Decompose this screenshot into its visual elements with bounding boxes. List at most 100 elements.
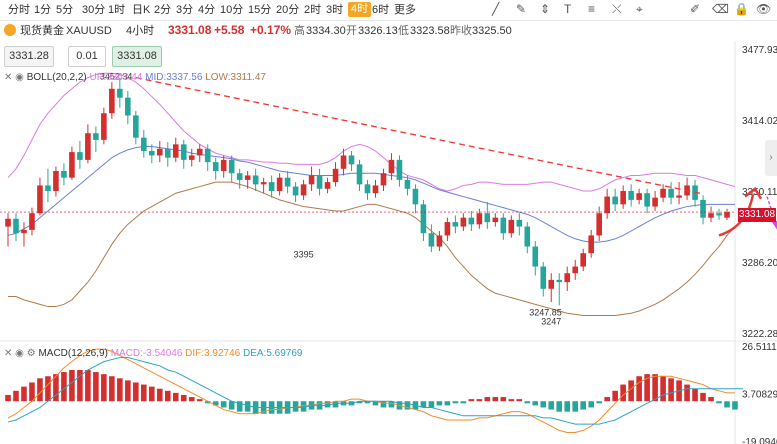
macd-value: MACD:-3.54046 xyxy=(110,348,183,359)
macd-bar xyxy=(692,388,698,402)
collapse-icon[interactable]: ✕ xyxy=(4,72,13,83)
macd-bar xyxy=(164,390,171,402)
price-line-icon[interactable]: ⤬ xyxy=(612,2,622,16)
macd-bar xyxy=(524,401,531,404)
timeframe-4[interactable]: 1时 xyxy=(108,4,126,16)
macd-bar xyxy=(196,399,203,402)
candle-body xyxy=(340,155,347,169)
candle-body xyxy=(220,159,227,171)
candle-body xyxy=(540,266,547,289)
timeframe-5[interactable]: 日K xyxy=(132,4,151,16)
interval-label[interactable]: 4小时 xyxy=(126,25,155,37)
eye-icon[interactable]: ◉ xyxy=(15,72,24,83)
buy-price-button[interactable]: 3331.08 xyxy=(112,46,162,67)
candle-body xyxy=(252,175,259,185)
candle-body xyxy=(372,185,379,194)
timeframe-13[interactable]: 3时 xyxy=(326,4,344,16)
collapse-icon[interactable]: ✕ xyxy=(4,348,13,359)
candle-body xyxy=(117,88,123,98)
candle-body xyxy=(428,233,435,247)
macd-bar xyxy=(564,401,571,412)
macd-name: MACD(12,26,9) xyxy=(38,348,108,359)
lock-icon[interactable]: 🔒 xyxy=(734,2,749,16)
price-axis-label: 3286.20 xyxy=(742,258,777,269)
macd-bar xyxy=(516,399,523,402)
candle-body xyxy=(580,253,586,267)
timeframe-8[interactable]: 4分 xyxy=(198,4,216,16)
candle-body xyxy=(156,148,163,156)
timeframe-3[interactable]: 30分 xyxy=(82,4,106,16)
candle-body xyxy=(412,188,419,205)
timeframe-7[interactable]: 3分 xyxy=(176,4,194,16)
macd-bar xyxy=(228,401,235,410)
open-value: 3326.13 xyxy=(358,25,398,37)
timeframe-6[interactable]: 2分 xyxy=(154,4,172,16)
candle-body xyxy=(468,217,475,225)
timeframe-0[interactable]: 分时 xyxy=(8,4,30,16)
macd-bar xyxy=(212,401,219,406)
candle-body xyxy=(396,159,403,180)
macd-bar xyxy=(188,397,195,402)
macd-bar xyxy=(596,401,602,404)
eraser-icon[interactable]: ⌫ xyxy=(712,2,729,16)
symbol-code[interactable]: XAUUSD xyxy=(66,25,112,37)
candle-body xyxy=(644,193,650,207)
candle-body xyxy=(420,204,427,234)
fib-tool-icon[interactable]: ≡ xyxy=(588,2,596,16)
boll-lower-line xyxy=(7,181,736,316)
candle-body xyxy=(316,175,323,189)
current-price-tag: 3331.08 xyxy=(738,208,776,222)
macd-bar xyxy=(628,380,634,402)
macd-bar xyxy=(580,401,586,410)
prev-close-value: 3325.50 xyxy=(472,25,512,37)
macd-bar xyxy=(244,401,251,412)
candle-body xyxy=(476,213,483,225)
macd-bar xyxy=(484,397,491,402)
symbol-name[interactable]: 现货黄金 xyxy=(20,25,64,37)
timeframe-9[interactable]: 10分 xyxy=(220,4,244,16)
candle-body xyxy=(164,148,171,158)
open-label: 开 xyxy=(346,25,357,37)
macd-bar xyxy=(724,401,730,408)
macd-bar xyxy=(77,369,83,402)
settings-icon[interactable]: ⚙ xyxy=(26,348,36,359)
candle-body xyxy=(436,235,443,247)
macd-bar xyxy=(500,397,507,402)
line-tool-icon[interactable]: ╱ xyxy=(492,2,500,16)
text-tool-icon[interactable]: T xyxy=(564,2,572,16)
macd-bar xyxy=(117,378,123,402)
timeframe-10[interactable]: 15分 xyxy=(248,4,272,16)
timeframe-14[interactable]: 4时 xyxy=(348,2,372,17)
candle-body xyxy=(276,177,283,191)
boll-upper-line xyxy=(7,72,736,192)
boll-up: UP:3363.44 xyxy=(89,72,143,83)
side-panel-toggle[interactable]: › xyxy=(765,140,777,176)
current-price: 3331.08 xyxy=(168,23,212,37)
sell-price-button[interactable]: 3331.28 xyxy=(4,46,54,67)
magnet-icon[interactable]: ⌖ xyxy=(636,2,643,16)
macd-bar xyxy=(700,392,706,402)
macd-bar xyxy=(476,399,483,402)
measure-tool-icon[interactable]: ⇕ xyxy=(540,2,551,16)
candle-body xyxy=(141,137,147,151)
price-chart[interactable]: 3477.93 3414.02 3350.11 3286.20 3222.28 3452.… xyxy=(0,41,777,444)
edit-icon[interactable]: ✐ xyxy=(690,2,701,16)
macd-bar xyxy=(572,401,579,412)
candle-body xyxy=(172,144,179,158)
timeframe-15[interactable]: 6时 xyxy=(372,4,390,16)
timeframe-12[interactable]: 2时 xyxy=(304,4,322,16)
timeframe-2[interactable]: 5分 xyxy=(56,4,74,16)
eye-icon[interactable]: 👁 xyxy=(756,2,772,16)
candle-body xyxy=(109,88,115,114)
macd-bar xyxy=(428,401,435,408)
timeframe-16[interactable]: 更多 xyxy=(394,4,416,16)
pen-tool-icon[interactable]: ✎ xyxy=(516,2,527,16)
timeframe-11[interactable]: 20分 xyxy=(276,4,300,16)
macd-bar xyxy=(548,401,555,410)
candle-body xyxy=(388,159,395,174)
quantity-input[interactable]: 0.01 xyxy=(68,46,106,67)
macd-bar xyxy=(388,401,395,408)
eye-icon[interactable]: ◉ xyxy=(15,348,24,359)
timeframe-1[interactable]: 1分 xyxy=(34,4,52,16)
candle-body xyxy=(260,182,267,185)
